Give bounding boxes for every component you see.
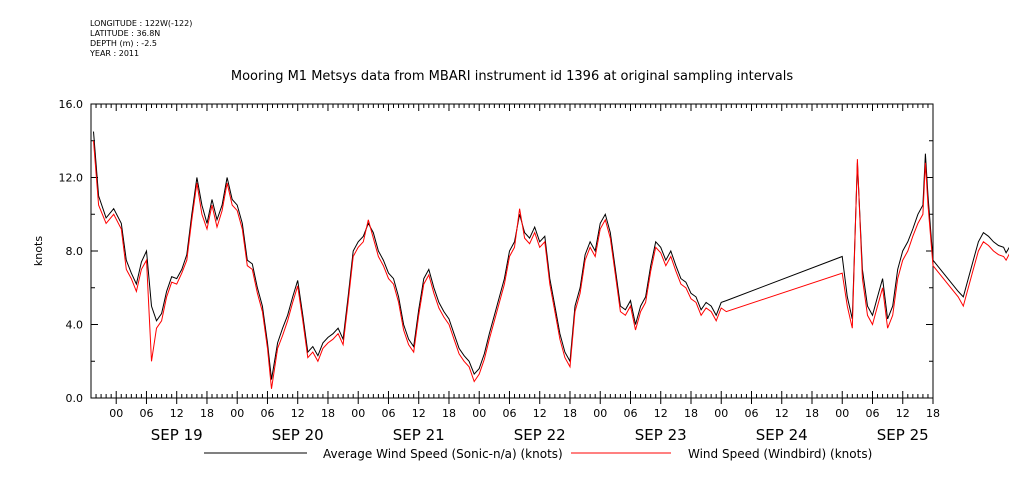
x-tick-label: 00	[351, 407, 365, 420]
series-line-windbird-wind-speed	[93, 140, 1009, 389]
station-metadata: LONGITUDE : 122W(-122) LATITUDE : 36.8N …	[90, 19, 192, 59]
x-tick-label: 06	[260, 407, 274, 420]
legend: Average Wind Speed (Sonic-n/a) (knots) W…	[204, 447, 872, 461]
x-day-label: SEP 23	[635, 426, 687, 444]
x-tick-label: 12	[412, 407, 426, 420]
x-tick-label: 00	[593, 407, 607, 420]
legend-label-windbird: Wind Speed (Windbird) (knots)	[688, 447, 872, 461]
x-tick-label: 12	[291, 407, 305, 420]
x-tick-label: 18	[321, 407, 335, 420]
y-axis-label: knots	[32, 236, 45, 266]
x-day-label: SEP 20	[272, 426, 324, 444]
x-day-label: SEP 22	[514, 426, 566, 444]
x-tick-label: 00	[230, 407, 244, 420]
y-tick-label: 12.0	[59, 172, 84, 185]
x-tick-label: 18	[442, 407, 456, 420]
x-tick-label: 12	[654, 407, 668, 420]
x-tick-label: 18	[926, 407, 940, 420]
x-tick-label: 12	[170, 407, 184, 420]
x-tick-label: 00	[835, 407, 849, 420]
x-tick-label: 12	[775, 407, 789, 420]
x-tick-label: 00	[714, 407, 728, 420]
x-tick-label: 06	[865, 407, 879, 420]
series-line-average-wind-speed	[93, 131, 1009, 380]
longitude-label: LONGITUDE : 122W(-122)	[90, 19, 193, 28]
x-tick-label: 18	[684, 407, 698, 420]
x-tick-label: 18	[563, 407, 577, 420]
y-tick-label: 8.0	[66, 245, 84, 258]
x-day-label: SEP 24	[756, 426, 808, 444]
x-tick-label: 18	[200, 407, 214, 420]
x-tick-label: 06	[623, 407, 637, 420]
x-tick-label: 18	[805, 407, 819, 420]
x-tick-label: 06	[502, 407, 516, 420]
x-day-label: SEP 25	[877, 426, 929, 444]
y-tick-label: 0.0	[66, 392, 84, 405]
x-day-label: SEP 21	[393, 426, 445, 444]
y-tick-label: 16.0	[59, 98, 84, 111]
x-tick-label: 12	[896, 407, 910, 420]
year-label: YEAR : 2011	[90, 49, 140, 58]
chart-title: Mooring M1 Metsys data from MBARI instru…	[231, 69, 793, 84]
x-tick-label: 06	[744, 407, 758, 420]
y-axis: 0.0 4.0 8.0 12.0 16.0	[59, 98, 933, 405]
x-tick-label: 06	[381, 407, 395, 420]
latitude-label: LATITUDE : 36.8N	[90, 29, 161, 38]
series-layer	[93, 131, 1009, 389]
x-tick-label: 12	[533, 407, 547, 420]
x-tick-label: 00	[109, 407, 123, 420]
x-tick-label: 00	[472, 407, 486, 420]
y-tick-label: 4.0	[66, 319, 84, 332]
x-day-label: SEP 19	[151, 426, 203, 444]
x-axis: 00 06 12 18 00 06 12 18 00 06 12 18 00 06 12 18 00 06 12 18…	[90, 104, 940, 444]
x-tick-label: 06	[139, 407, 153, 420]
depth-label: DEPTH (m) : -2.5	[90, 39, 157, 48]
legend-label-average: Average Wind Speed (Sonic-n/a) (knots)	[323, 447, 563, 461]
